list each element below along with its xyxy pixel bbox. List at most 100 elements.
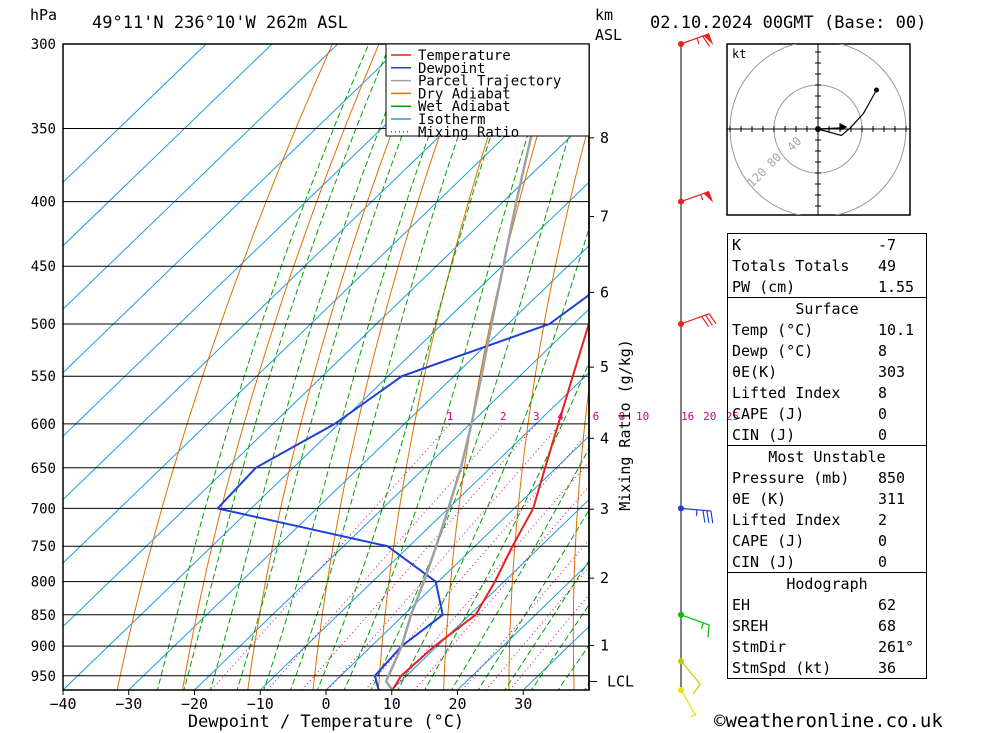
pressure-tick-label: 700 [31,501,56,517]
pressure-tick-label: 950 [31,669,56,685]
index-label: StmDir [732,637,787,656]
index-value: 0 [877,404,887,423]
pressure-tick-label: 300 [31,37,56,53]
index-value: 1.55 [877,277,915,296]
wind-barb [678,505,714,524]
index-label: θE(K) [732,362,778,381]
index-row: θE (K) 311 [728,488,927,509]
index-row: Temp (°C) 10.1 [728,319,927,340]
index-row: CIN (J) 0 [728,424,927,446]
dry-adiabat-line [116,44,333,690]
hodograph-unit-label: kt [732,47,746,61]
isotherm-line [63,181,589,690]
x-tick-label: −30 [115,695,142,713]
mixing-ratio-label: 10 [636,410,649,423]
index-row: Lifted Index 2 [728,509,927,530]
x-tick-label: 10 [383,695,401,713]
index-value: 0 [877,425,887,444]
index-row: StmDir 261° [728,636,927,657]
isotherm-line [259,371,589,690]
index-row: EH 62 [728,594,927,615]
isotherm-line [63,44,339,310]
km-tick-label: 1 [600,637,609,655]
index-value: 311 [877,489,906,508]
legend-entry: Dry Adiabat [418,86,511,102]
wind-barb [678,611,710,638]
index-value: 261° [877,637,915,656]
isotherm-line [63,44,273,247]
isotherm-line [63,44,404,374]
pressure-unit-label: hPa [30,6,57,24]
index-label: StmSpd (kt) [732,658,832,677]
mixing-ratio-line [485,566,589,690]
index-value: 8 [877,383,887,402]
index-row: CIN (J) 0 [728,551,927,573]
index-row: CAPE (J) 0 [728,403,927,424]
index-value: 0 [877,531,887,550]
datetime-label: 02.10.2024 00GMT (Base: 00) [650,13,926,33]
index-label: Pressure (mb) [732,468,850,487]
wet-adiabat-line [209,44,414,690]
mixing-ratio-label: 4 [557,410,564,423]
wind-barb [678,33,714,47]
index-row: PW (cm) 1.55 [728,276,927,298]
dry-adiabat-line [508,122,589,690]
km-tick-label: 2 [600,569,609,587]
dry-adiabat-line [443,44,566,690]
index-label: CIN (J) [732,552,796,571]
index-row: Pressure (mb) 850 [728,467,927,488]
index-label: EH [732,595,751,614]
wind-barb [678,313,717,328]
wet-adiabat-line [530,603,589,690]
wet-adiabat-line [183,44,391,690]
section-title: Surface [727,297,927,319]
mixing-ratio-label: 16 [681,410,694,423]
dry-adiabat-line [974,44,1000,690]
isotherm-line [63,54,589,564]
index-row: Dewp (°C) 8 [728,340,927,361]
index-label: Totals Totals [732,256,850,275]
km-tick-label: 3 [600,500,609,518]
x-tick-label: 0 [321,695,330,713]
isotherm-line [63,118,589,628]
wet-adiabat-line [370,67,589,690]
isotherm-line [128,245,589,690]
legend-entry: Wet Adiabat [418,99,511,115]
index-value: 2 [877,510,887,529]
lcl-label: LCL [607,673,634,691]
x-tick-label: −40 [49,695,76,713]
mixing-ratio-line [364,431,589,690]
isotherm-line [194,308,589,690]
mixing-ratio-line [327,423,561,690]
index-label: Lifted Index [732,383,841,402]
dry-adiabat-line [572,384,589,690]
index-label: CAPE (J) [732,531,805,550]
km-tick-label: 5 [600,358,609,376]
isotherm-line [391,498,589,690]
mixing-ratio-label: 3 [533,410,540,423]
mixing-ratio-label: 20 [703,410,716,423]
index-label: PW (cm) [732,277,796,296]
dry-adiabat-line [377,44,520,690]
index-value: 49 [877,256,897,275]
dry-adiabat-line [921,44,966,690]
wind-barb [678,190,714,205]
index-label: Dewp (°C) [732,341,814,360]
storm-motion-arrow [817,127,842,130]
pressure-tick-label: 800 [31,575,56,591]
index-value: 850 [877,468,906,487]
dry-adiabat-line [247,44,426,690]
wet-adiabat-line [424,361,589,690]
x-axis-label: Dewpoint / Temperature (°C) [188,712,464,732]
pressure-tick-label: 600 [31,417,56,433]
mixing-ratio-label: 8 [619,410,626,423]
index-value: -7 [877,235,897,254]
legend-entry: Mixing Ratio [418,125,519,141]
dry-adiabat-line [182,44,380,690]
index-row: K -7 [728,234,927,256]
index-label: SREH [732,616,769,635]
pressure-tick-label: 450 [31,259,56,275]
